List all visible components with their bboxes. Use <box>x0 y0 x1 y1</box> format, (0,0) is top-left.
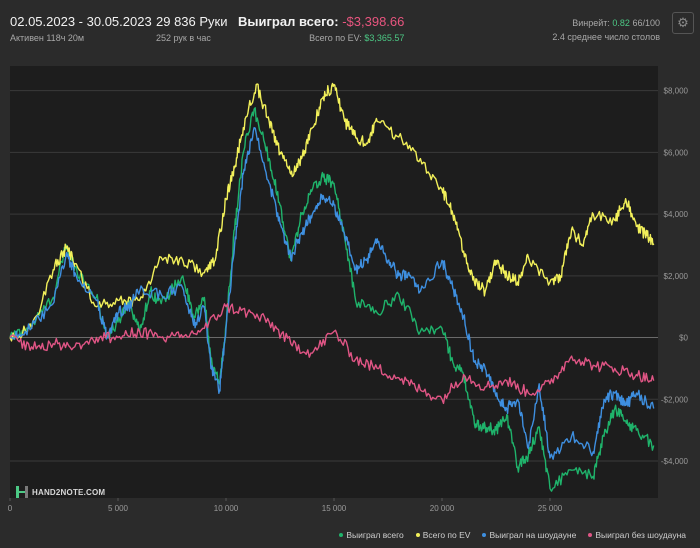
hand2note-logo: HAND2NOTE.COM <box>16 486 105 498</box>
winrate-label: Винрейт: <box>572 18 610 28</box>
ev-total-value: $3,365.57 <box>364 33 405 43</box>
plot-area <box>10 66 658 498</box>
legend-item[interactable]: Выиграл на шоудауне <box>482 530 576 540</box>
x-tick-label: 20 000 <box>430 504 455 513</box>
legend-dot <box>415 533 420 537</box>
won-total-label: Выиграл всего: <box>238 14 339 29</box>
series-line <box>9 303 655 405</box>
x-tick-label: 0 <box>8 504 13 513</box>
y-tick-label: -$4,000 <box>661 457 689 466</box>
legend-dot <box>588 533 593 537</box>
winrate: Винрейт: 0.82 66/100 <box>552 16 660 30</box>
active-time: Активен 118ч 20м <box>10 33 85 43</box>
won-total-value: -$3,398.66 <box>342 14 405 29</box>
series-line <box>10 127 655 460</box>
won-block: Выиграл всего: -$3,398.66 Всего по EV: $… <box>238 14 404 45</box>
hand2note-logo-text: HAND2NOTE.COM <box>32 487 106 497</box>
tables-average: 2.4 среднее число столов <box>552 32 660 42</box>
legend-item[interactable]: Выиграл всего <box>339 530 404 540</box>
legend-label: Выиграл на шоудауне <box>489 530 577 540</box>
gear-icon[interactable]: ⚙ <box>672 12 694 34</box>
hands-block: 29 836 Руки 252 рук в час <box>156 14 228 45</box>
won-total: Выиграл всего: -$3,398.66 <box>238 14 404 30</box>
y-tick-label: -$2,000 <box>661 395 689 404</box>
y-tick-label: $6,000 <box>664 148 689 157</box>
series-line <box>9 107 655 492</box>
ev-total-label: Всего по EV: <box>309 33 362 43</box>
y-tick-label: $0 <box>679 334 688 343</box>
date-range[interactable]: 02.05.2023 - 30.05.2023 <box>10 14 152 29</box>
legend-item[interactable]: Всего по EV <box>415 530 471 540</box>
profit-graph: $8,000 $6,000 $4,000 $2,000 $0 -$2,000 -$4,000… <box>8 66 689 513</box>
winrate-value: 0.82 <box>612 18 630 28</box>
x-tick-label: 15 000 <box>322 504 347 513</box>
legend-dot <box>339 533 344 537</box>
legend-label: Выиграл без шоудауна <box>595 530 686 540</box>
hands-per-hour: 252 рук в час <box>156 33 211 43</box>
series-line <box>9 82 655 342</box>
hands-count: 29 836 Руки <box>156 14 228 29</box>
winrate-block: Винрейт: 0.82 66/100 2.4 среднее число с… <box>552 16 660 44</box>
y-tick-label: $8,000 <box>664 87 689 96</box>
y-tick-label: $2,000 <box>664 272 689 281</box>
hand2note-logo-icon <box>16 486 28 498</box>
ev-total: Всего по EV: $3,365.57 <box>238 32 404 45</box>
x-tick-label: 25 000 <box>538 504 563 513</box>
legend-label: Всего по EV <box>422 530 471 540</box>
x-tick-label: 10 000 <box>214 504 239 513</box>
x-tick-label: 5 000 <box>108 504 129 513</box>
date-range-block: 02.05.2023 - 30.05.2023 Активен 118ч 20м <box>10 14 152 45</box>
chart-legend: Выиграл всего Всего по EV Выиграл на шоуда… <box>339 530 686 540</box>
y-tick-label: $4,000 <box>664 210 689 219</box>
winrate-hands: 66/100 <box>632 18 660 28</box>
legend-dot <box>482 533 487 537</box>
legend-label: Выиграл всего <box>346 530 404 540</box>
stats-header: 02.05.2023 - 30.05.2023 Активен 118ч 20м… <box>0 0 700 50</box>
legend-item[interactable]: Выиграл без шоудауна <box>588 530 686 540</box>
